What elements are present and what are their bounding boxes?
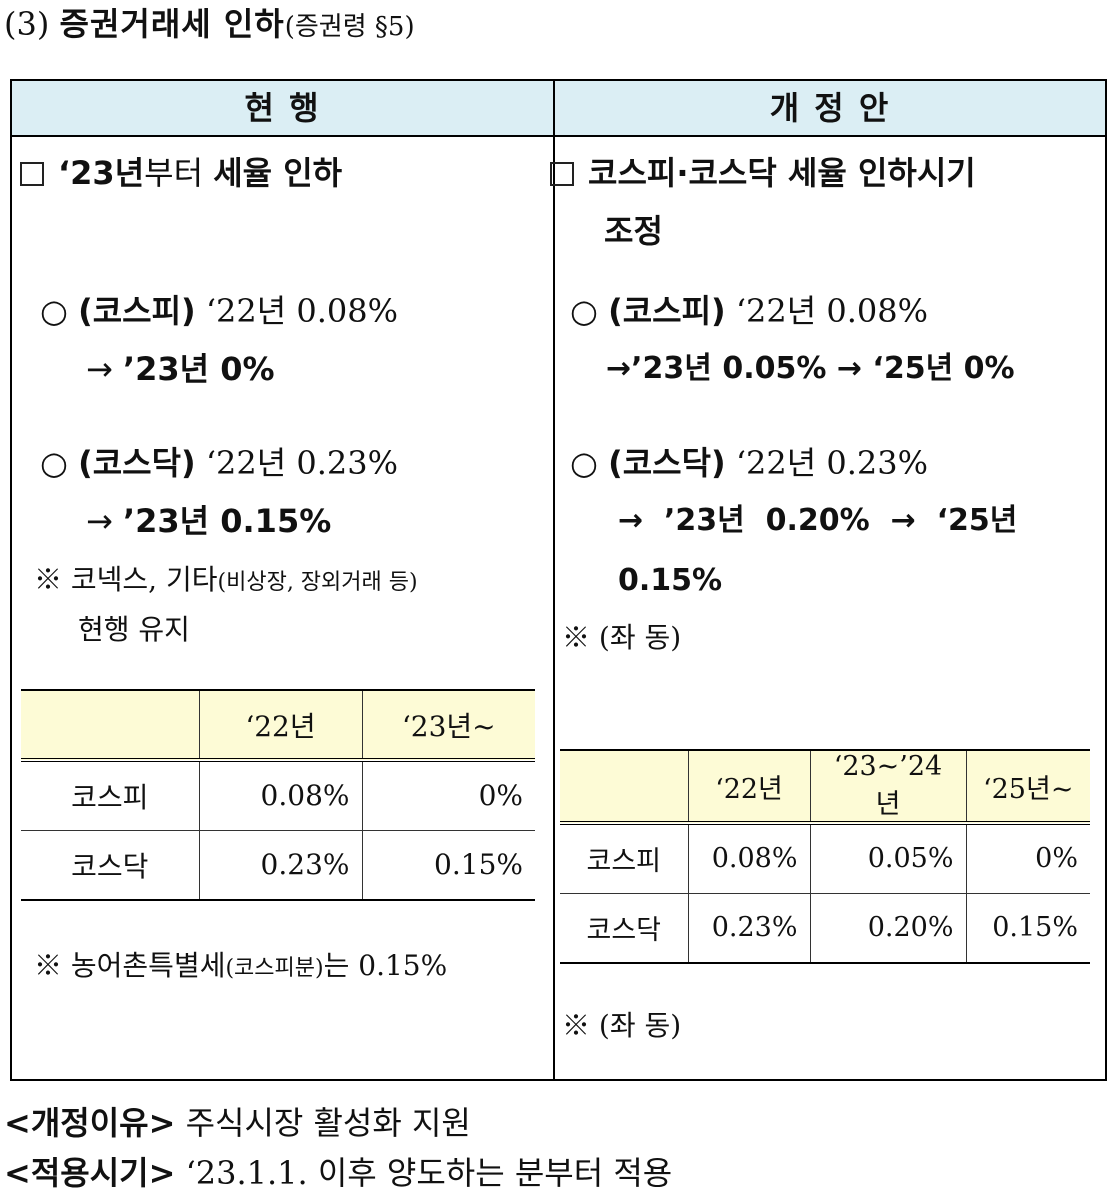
table-cell: 0.08%	[198, 760, 362, 831]
proposed-kospi-from: ‘22년 0.08%	[735, 292, 929, 330]
table-row: 코스닥 0.23% 0.15%	[21, 830, 535, 901]
current-note-konex: ※ 코넥스, 기타(비상장, 장외거래 등)	[34, 561, 418, 602]
table-header-cell: ‘22년	[687, 749, 810, 825]
section-heading: 증권거래세 인하	[59, 5, 285, 43]
table-row: 코스닥 0.23% 0.20% 0.15%	[560, 893, 1090, 964]
bullet-circle-icon: ○	[570, 292, 598, 330]
table-cell: 0.08%	[687, 823, 810, 894]
proposed-kosdaq-label: (코스닥)	[608, 444, 726, 482]
checkbox-square-icon	[550, 162, 574, 186]
table-cell: 0.15%	[965, 893, 1090, 964]
table-cell: 코스닥	[560, 893, 688, 964]
effective-date-text: ‘23.1.1. 이후 양도하는 분부터 적용	[185, 1154, 673, 1192]
bullet-circle-icon: ○	[40, 444, 68, 482]
current-box-action: 세율 인하	[213, 154, 343, 192]
table-header-row: ‘22년 ‘23~’24년 ‘25년~	[560, 749, 1090, 825]
current-box-heading: ‘23년부터 세율 인하	[20, 153, 342, 193]
rural-tax-detail: (코스피분)	[225, 956, 324, 981]
table-cell: 코스닥	[21, 830, 199, 901]
table-cell: 코스피	[21, 760, 199, 831]
current-note-rural-tax: ※ 농어촌특별세(코스피분)는 0.15%	[34, 947, 447, 988]
reason-line: <개정이유> 주식시장 활성화 지원	[4, 1100, 471, 1146]
reason-label: <개정이유>	[4, 1104, 176, 1142]
table-cell: 0.20%	[809, 893, 966, 964]
column-divider	[553, 81, 555, 1079]
proposed-kosdaq-from: ‘22년 0.23%	[735, 444, 929, 482]
table-header-cell: ‘22년	[198, 689, 362, 762]
current-kospi-change: → ’23년 0%	[86, 349, 275, 389]
proposed-kospi-label: (코스피)	[608, 292, 726, 330]
table-header-cell: ‘23년~	[361, 689, 535, 762]
table-header-cell: ‘23~’24년	[809, 749, 966, 825]
current-note-konex-detail: (비상장, 장외거래 등)	[217, 570, 418, 595]
proposed-box-line1: 코스피·코스닥 세율 인하시기	[588, 154, 976, 192]
section-reference: (증권령 §5)	[284, 12, 415, 42]
header-proposed: 개 정 안	[555, 81, 1105, 137]
effective-date-label: <적용시기>	[4, 1154, 176, 1192]
table-cell: 0.15%	[361, 830, 535, 901]
table-row: 코스피 0.08% 0.05% 0%	[560, 823, 1090, 894]
header-current: 현 행	[12, 81, 553, 137]
current-kosdaq-label: (코스닥)	[78, 444, 196, 482]
table-row: 코스피 0.08% 0%	[21, 760, 535, 831]
table-cell: 0.23%	[198, 830, 362, 901]
table-cell: 코스피	[560, 823, 688, 894]
checkbox-square-icon	[20, 162, 44, 186]
proposed-box-heading: 코스피·코스닥 세율 인하시기	[550, 153, 976, 193]
section-title: (3) 증권거래세 인하(증권령 §5)	[4, 0, 415, 51]
proposed-box-line2: 조정	[604, 212, 663, 250]
current-kospi-to: ’23년 0%	[122, 350, 275, 388]
rural-tax-rate: 는 0.15%	[323, 949, 448, 982]
table-cell: 0%	[965, 823, 1090, 894]
table-header-cell	[21, 689, 199, 762]
current-kosdaq-item: ○ (코스닥) ‘22년 0.23%	[40, 443, 398, 483]
current-kospi-from: ‘22년 0.08%	[205, 292, 399, 330]
proposed-kosdaq-change: → ’23년 0.20% → ‘25년	[618, 503, 1018, 538]
current-kosdaq-from: ‘22년 0.23%	[205, 444, 399, 482]
table-header-row: ‘22년 ‘23년~	[21, 689, 535, 762]
current-rate-table: ‘22년 ‘23년~ 코스피 0.08% 0% 코스닥 0.23% 0.15%	[21, 689, 535, 901]
current-note-konex-line2: 현행 유지	[78, 613, 190, 646]
table-cell: 0.23%	[687, 893, 810, 964]
current-box-from: 부터	[144, 154, 204, 192]
table-header-cell: ‘25년~	[965, 749, 1090, 825]
proposed-kospi-change: →’23년 0.05% → ‘25년 0%	[606, 351, 1015, 386]
current-kosdaq-change: → ’23년 0.15%	[86, 501, 331, 541]
proposed-note-same1: ※ (좌 동)	[562, 621, 682, 654]
current-kospi-item: ○ (코스피) ‘22년 0.08%	[40, 291, 398, 331]
rural-tax-main: ※ 농어촌특별세	[34, 949, 226, 982]
table-cell: 0.05%	[809, 823, 966, 894]
current-box-year: ‘23년	[58, 154, 145, 192]
section-number: (3)	[4, 5, 50, 43]
proposed-note-same2: ※ (좌 동)	[562, 1009, 682, 1042]
reason-text: 주식시장 활성화 지원	[185, 1104, 471, 1142]
current-note-konex-main: ※ 코넥스, 기타	[34, 563, 218, 596]
proposed-rate-table: ‘22년 ‘23~’24년 ‘25년~ 코스피 0.08% 0.05% 0% 코…	[560, 749, 1090, 964]
bullet-circle-icon: ○	[570, 444, 598, 482]
effective-date-line: <적용시기> ‘23.1.1. 이후 양도하는 분부터 적용	[4, 1150, 672, 1196]
proposed-kosdaq-item: ○ (코스닥) ‘22년 0.23%	[570, 443, 928, 483]
arrow-right-icon: →	[86, 350, 113, 388]
proposed-kospi-item: ○ (코스피) ‘22년 0.08%	[570, 291, 928, 331]
current-kospi-label: (코스피)	[78, 292, 196, 330]
proposed-kosdaq-final: 0.15%	[618, 563, 723, 598]
arrow-right-icon: →	[86, 502, 113, 540]
current-kosdaq-to: ’23년 0.15%	[122, 502, 332, 540]
bullet-circle-icon: ○	[40, 292, 68, 330]
table-cell: 0%	[361, 760, 535, 831]
comparison-table: 현 행 개 정 안 ‘23년부터 세율 인하 ○ (코스피) ‘22년 0.08…	[10, 79, 1107, 1081]
table-header-cell	[560, 749, 688, 825]
